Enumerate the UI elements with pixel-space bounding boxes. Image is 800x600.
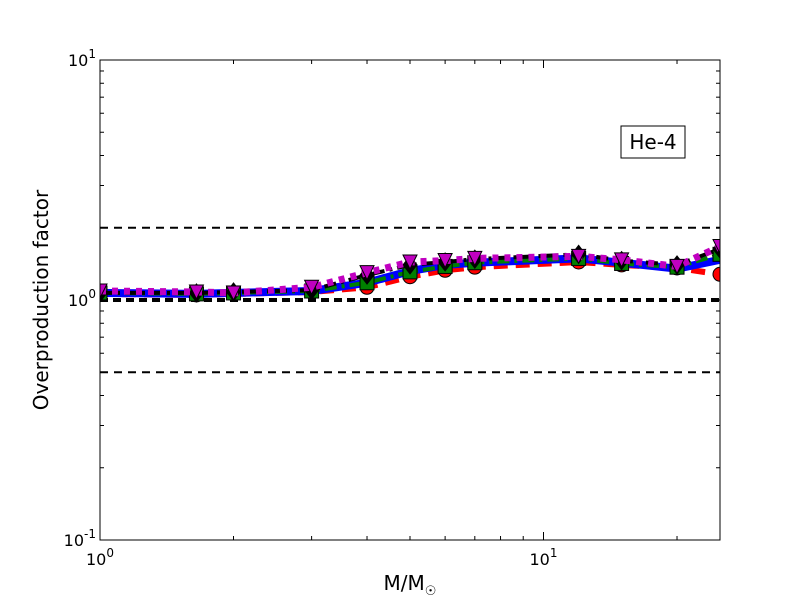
series-layer	[100, 239, 720, 303]
series-4-point-5	[402, 254, 418, 271]
y-tick-label-0: 10-1	[64, 527, 96, 550]
series-4-point-3	[303, 279, 320, 296]
x-tick-label-0: 100	[86, 546, 114, 569]
series-4-point-0	[100, 283, 108, 300]
y-axis-label: Overproduction factor	[29, 189, 53, 410]
axis-ticks	[99, 59, 720, 541]
series-4-point-7	[467, 250, 483, 267]
series-4-point-9	[613, 252, 630, 268]
x-tick-label-1: 101	[530, 546, 558, 569]
x-axis-label-text: M/M	[384, 571, 425, 595]
y-tick-label-2: 101	[68, 47, 96, 70]
x-axis-label: M/M☉	[384, 571, 437, 599]
x-axis-label-symbol: ☉	[425, 584, 437, 599]
series-4-point-4	[359, 265, 375, 281]
series-4-point-8	[570, 248, 587, 265]
series-4	[100, 239, 720, 302]
annotation-label: He-4	[629, 130, 676, 154]
series-4-point-11	[712, 239, 720, 255]
legend-annotation: He-4	[620, 125, 686, 159]
annotation-box	[620, 125, 686, 159]
reference-lines	[100, 226, 720, 374]
series-4-point-6	[437, 253, 453, 269]
y-tick-label-1: 100	[68, 287, 96, 310]
series-4-point-10	[669, 258, 685, 275]
series-0-point-11	[712, 266, 720, 282]
series-4-point-2	[225, 285, 242, 302]
series-4-point-1	[188, 284, 205, 301]
